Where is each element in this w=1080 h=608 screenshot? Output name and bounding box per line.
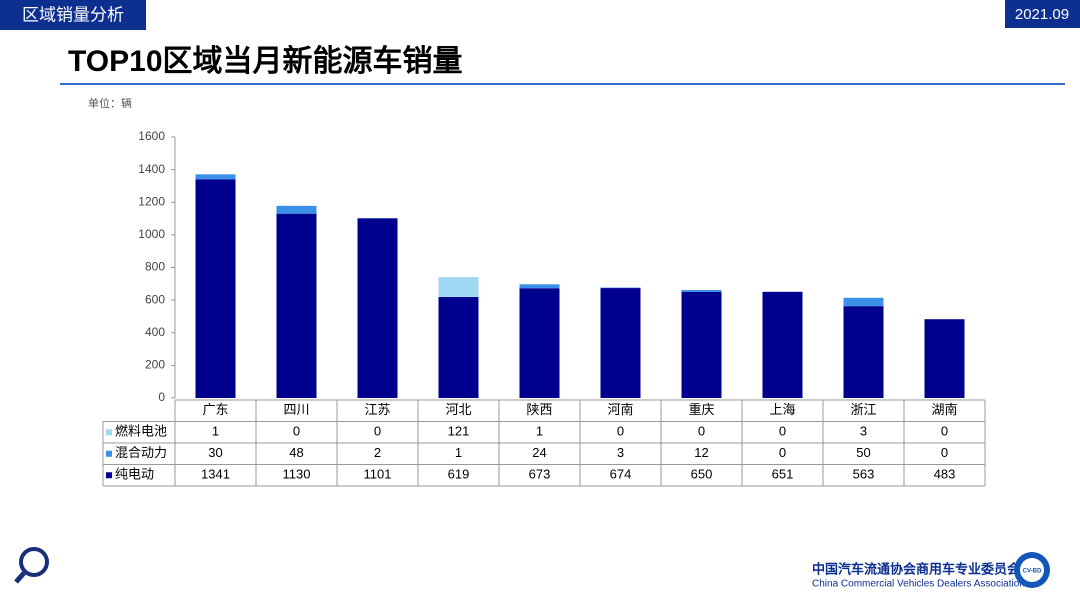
table-value: 50 xyxy=(856,445,870,460)
bar-segment xyxy=(195,174,236,180)
bar-segment xyxy=(843,306,884,398)
unit-label: 单位：辆 xyxy=(88,96,132,110)
bar-segment xyxy=(276,205,317,214)
x-tick-label: 四川 xyxy=(283,402,309,417)
bar-segment xyxy=(681,291,722,398)
bar-segment xyxy=(762,291,803,398)
table-value: 3 xyxy=(860,424,867,439)
section-title: 区域销量分析 xyxy=(22,5,124,24)
bar-segment xyxy=(357,218,398,398)
y-tick-label: 1000 xyxy=(138,227,165,241)
table-value: 0 xyxy=(779,424,786,439)
table-value: 0 xyxy=(779,445,786,460)
legend-swatch xyxy=(106,472,112,479)
y-tick-label: 200 xyxy=(145,358,165,372)
table-value: 673 xyxy=(529,467,551,482)
x-tick-label: 上海 xyxy=(769,402,795,417)
table-value: 0 xyxy=(617,424,624,439)
table-value: 121 xyxy=(448,424,470,439)
table-value: 483 xyxy=(934,467,956,482)
x-tick-label: 浙江 xyxy=(850,402,876,417)
table-value: 1341 xyxy=(201,467,230,482)
table-value: 674 xyxy=(610,467,632,482)
table-value: 0 xyxy=(941,424,948,439)
logo-left xyxy=(14,547,49,584)
bar-segment xyxy=(843,298,884,307)
table-value: 12 xyxy=(694,445,708,460)
legend-label: 混合动力 xyxy=(115,445,167,460)
x-tick-label: 重庆 xyxy=(688,402,714,417)
y-tick-label: 1400 xyxy=(138,162,165,176)
bar-segment xyxy=(438,297,479,398)
table-value: 0 xyxy=(293,424,300,439)
table-value: 0 xyxy=(941,445,948,460)
bar-segment xyxy=(924,319,965,398)
bar-segment xyxy=(519,288,560,398)
table-value: 2 xyxy=(374,445,381,460)
date: 2021.09 xyxy=(1015,6,1069,23)
section-tag xyxy=(0,0,146,30)
bar-segment xyxy=(519,284,560,289)
y-tick-label: 1600 xyxy=(138,129,165,143)
legend-swatch xyxy=(106,429,112,436)
table-value: 30 xyxy=(208,445,222,460)
table-value: 0 xyxy=(698,424,705,439)
table-value: 1 xyxy=(536,424,543,439)
table-value: 24 xyxy=(532,445,546,460)
x-tick-label: 河南 xyxy=(607,402,633,417)
bar-segment xyxy=(195,179,236,398)
legend-label: 燃料电池 xyxy=(115,424,167,439)
org-en: China Commercial Vehicles Dealers Associ… xyxy=(812,579,1025,590)
org-cn: 中国汽车流通协会商用车专业委员会 xyxy=(812,561,1021,576)
table-value: 1101 xyxy=(364,467,392,482)
y-tick-label: 600 xyxy=(145,292,165,306)
table-value: 1 xyxy=(212,424,219,439)
chart-title: TOP10区域当月新能源车销量 xyxy=(68,44,463,78)
x-tick-label: 河北 xyxy=(445,402,471,417)
table-value: 619 xyxy=(448,467,470,482)
y-tick-label: 400 xyxy=(145,325,165,339)
bar-segment xyxy=(681,290,722,292)
x-tick-label: 陕西 xyxy=(526,402,552,417)
date-tag xyxy=(1005,0,1080,28)
x-tick-label: 广东 xyxy=(202,402,228,417)
badge-inner xyxy=(1020,558,1044,582)
table-value: 1130 xyxy=(283,467,311,482)
table-value: 48 xyxy=(289,445,303,460)
bar-segment xyxy=(438,277,479,297)
table-value: 650 xyxy=(691,467,713,482)
table-value: 3 xyxy=(617,445,624,460)
y-tick-label: 0 xyxy=(158,390,165,404)
x-tick-label: 湖南 xyxy=(931,402,957,417)
x-tick-label: 江苏 xyxy=(364,402,390,417)
table-value: 1 xyxy=(455,445,462,460)
legend-swatch xyxy=(106,450,112,457)
legend-label: 纯电动 xyxy=(115,467,154,482)
bar-segment xyxy=(276,213,317,398)
bar-segment xyxy=(600,288,641,398)
y-tick-label: 800 xyxy=(145,260,165,274)
table-value: 0 xyxy=(374,424,381,439)
table-value: 563 xyxy=(853,467,875,482)
badge-text: CV-BD xyxy=(1023,569,1042,575)
y-tick-label: 1200 xyxy=(138,194,165,208)
table-value: 651 xyxy=(772,467,794,482)
